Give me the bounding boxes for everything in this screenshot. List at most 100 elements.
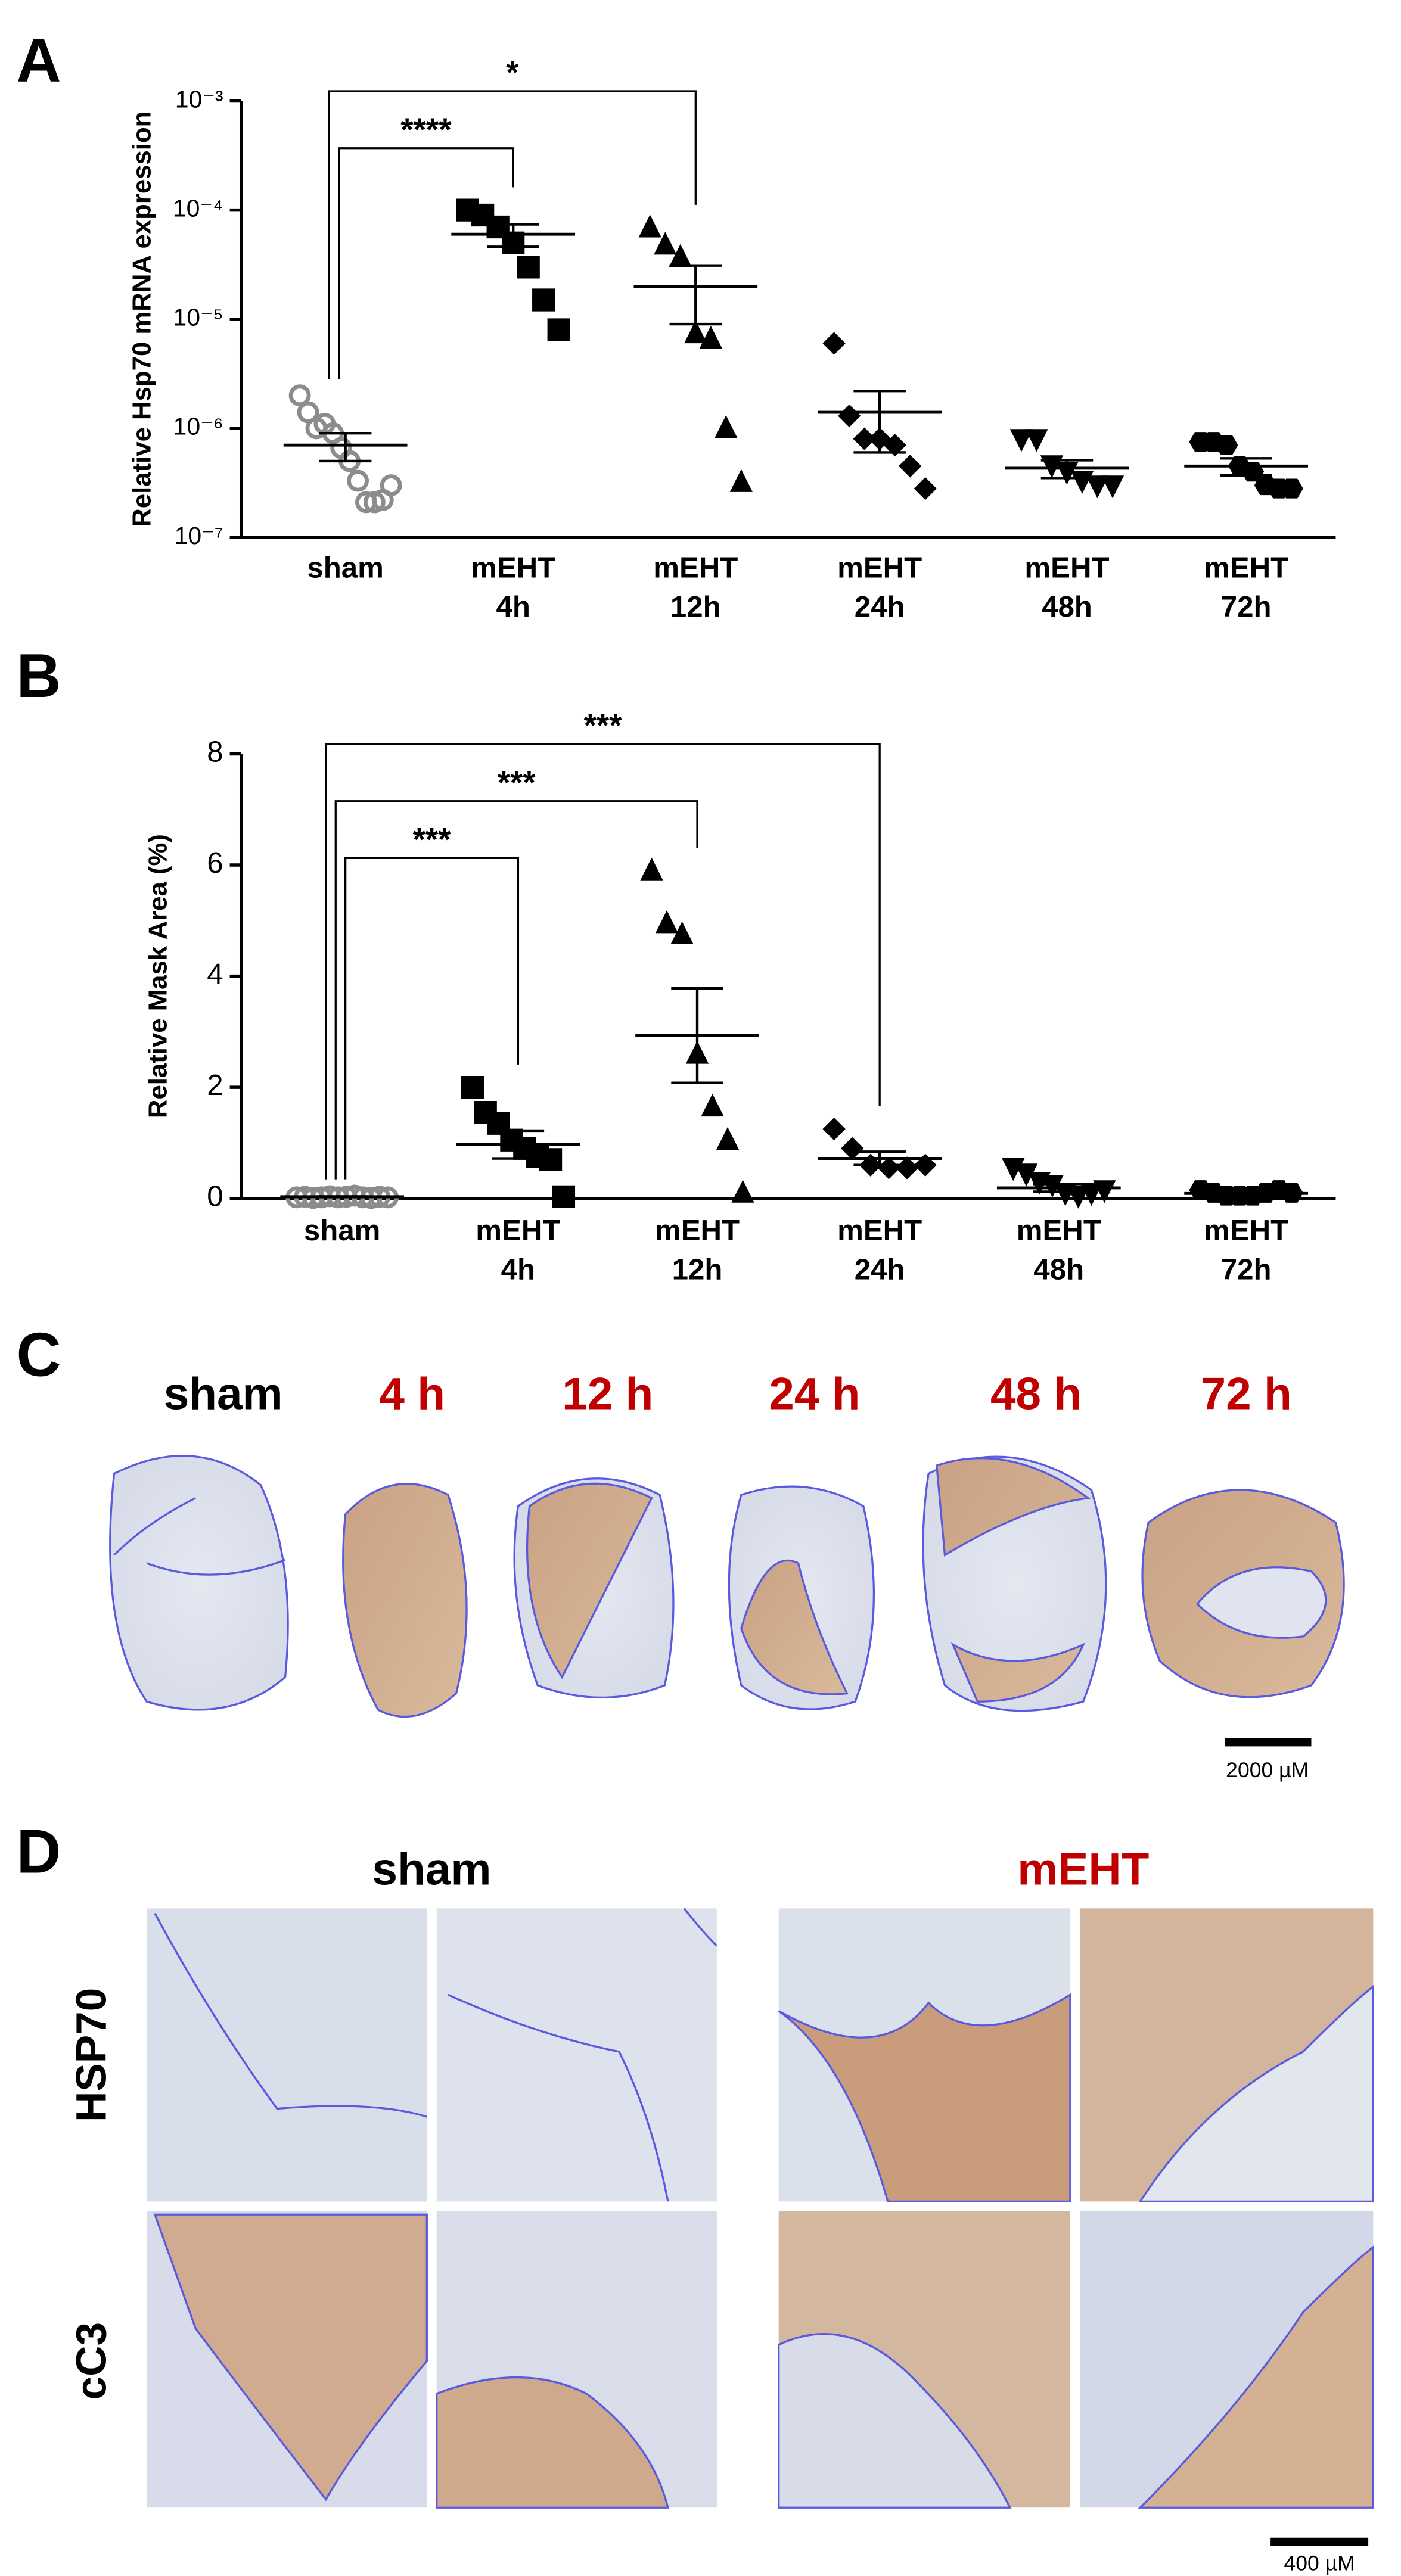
- x-tick-label: mEHT 48h: [1017, 1214, 1101, 1286]
- section-label: 48 h: [990, 1368, 1082, 1419]
- significance-bracket: [325, 743, 881, 1180]
- point: [1009, 429, 1033, 452]
- point: [731, 1180, 754, 1203]
- point: [715, 415, 738, 438]
- y-tick-label: 2: [207, 1069, 223, 1102]
- x-tick-label: mEHT 48h: [1024, 552, 1109, 624]
- point: [699, 325, 722, 349]
- x-tick-label: mEHT 4h: [476, 1214, 560, 1286]
- panel-letter: C: [17, 1321, 61, 1390]
- x-tick-label: mEHT 12h: [653, 552, 738, 624]
- x-tick-label: mEHT 72h: [1204, 552, 1288, 624]
- significance-label: ***: [498, 764, 536, 801]
- column-header: sham: [372, 1844, 492, 1894]
- y-axis-label: Relative Mask Area (%): [144, 834, 173, 1118]
- mask-outline: [1138, 2245, 1374, 2509]
- point: [347, 469, 369, 492]
- significance-bracket: [328, 90, 697, 379]
- point: [517, 256, 540, 279]
- row-label: cC3: [68, 2322, 115, 2400]
- micrograph: [436, 1908, 717, 2202]
- point: [716, 1127, 740, 1150]
- mask-outline: [740, 1559, 849, 1695]
- significance-bracket: [344, 857, 520, 1180]
- point: [895, 1156, 919, 1180]
- point: [701, 1093, 724, 1117]
- point: [547, 318, 570, 341]
- point: [655, 910, 679, 934]
- point: [883, 434, 906, 457]
- x-tick-label: mEHT 24h: [837, 552, 922, 624]
- mask-outline: [153, 2213, 428, 2502]
- mask-outline: [154, 1912, 427, 2118]
- tissue: [342, 1483, 468, 1718]
- point: [552, 1185, 576, 1209]
- point: [640, 857, 663, 881]
- panel-letter: A: [17, 26, 61, 95]
- panel-letter: B: [17, 642, 61, 711]
- x-tick-label: sham: [304, 1214, 381, 1247]
- tissue-sections: [109, 1455, 1345, 1718]
- significance-label: ***: [413, 822, 452, 858]
- point: [670, 921, 694, 945]
- point: [532, 288, 555, 312]
- y-tick-label: 4: [207, 958, 223, 991]
- point: [822, 332, 846, 355]
- micrographs: [147, 1908, 1374, 2509]
- significance-label: ***: [584, 707, 623, 743]
- micrograph: [147, 1908, 427, 2202]
- point: [877, 1156, 900, 1180]
- y-tick-label: 8: [207, 735, 223, 768]
- mask-outline: [113, 1497, 286, 1576]
- y-tick-label: 10⁻⁴: [173, 194, 223, 222]
- point: [841, 1137, 864, 1160]
- mask-outline: [778, 1993, 1071, 2202]
- point: [539, 1148, 563, 1171]
- section-label: 4 h: [379, 1368, 445, 1419]
- mask-outline: [436, 2376, 669, 2509]
- section-label: sham: [164, 1368, 283, 1419]
- panel-letter: D: [17, 1817, 61, 1886]
- section-label: 12 h: [562, 1368, 653, 1419]
- point: [288, 384, 311, 407]
- x-tick-label: mEHT 24h: [837, 1214, 922, 1286]
- y-tick-label: 0: [207, 1180, 223, 1213]
- point: [838, 404, 861, 428]
- point: [1101, 475, 1124, 499]
- y-axis-label: Relative Hsp70 mRNA expression: [127, 111, 156, 527]
- significance-label: ****: [400, 111, 452, 148]
- mask-outline: [526, 1482, 653, 1679]
- point: [822, 1117, 846, 1141]
- section-label: 72 h: [1201, 1368, 1292, 1419]
- point: [914, 477, 937, 500]
- scale-bar-label: 2000 µM: [1226, 1758, 1309, 1782]
- y-tick-label: 10⁻³: [175, 85, 223, 113]
- mask-outline: [1138, 1984, 1374, 2202]
- point: [1280, 478, 1303, 499]
- y-tick-label: 10⁻⁷: [175, 522, 223, 549]
- column-header: mEHT: [1017, 1844, 1149, 1894]
- x-tick-label: mEHT 72h: [1204, 1214, 1288, 1286]
- x-tick-label: mEHT 4h: [471, 552, 555, 624]
- row-label: HSP70: [68, 1988, 115, 2122]
- scale-bar-label: 400 µM: [1284, 2551, 1355, 2575]
- point: [1025, 429, 1048, 452]
- point: [461, 1075, 484, 1099]
- point: [1215, 435, 1238, 455]
- y-tick-label: 10⁻⁶: [173, 413, 223, 440]
- y-tick-label: 6: [207, 847, 223, 879]
- mask-outline: [936, 1457, 1091, 1703]
- significance-bracket: [338, 147, 514, 379]
- significance-bracket: [334, 800, 698, 1180]
- point: [684, 320, 707, 344]
- point: [899, 455, 922, 478]
- point: [1086, 475, 1109, 499]
- point: [1093, 1180, 1116, 1203]
- point: [1015, 1163, 1038, 1187]
- x-tick-label: mEHT 12h: [655, 1214, 740, 1286]
- point: [729, 469, 753, 492]
- tissue: [109, 1455, 289, 1711]
- significance-label: *: [506, 54, 519, 91]
- point: [380, 474, 402, 497]
